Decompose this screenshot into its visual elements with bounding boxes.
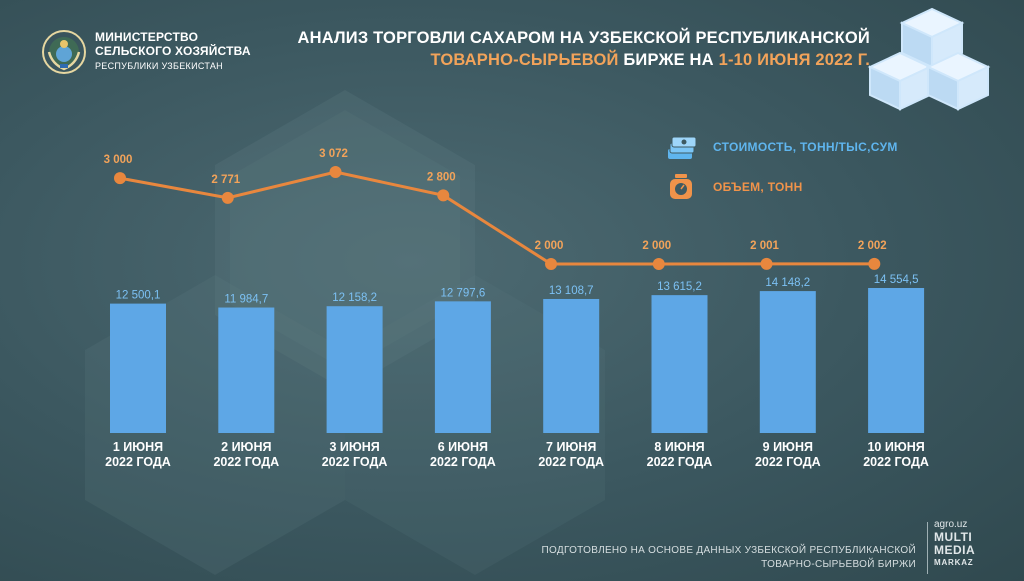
legend-volume: ОБЪЕМ, ТОНН (666, 172, 802, 207)
bar-4 (434, 301, 491, 433)
x-tick-label-3: 3 ИЮНЯ (329, 440, 379, 454)
x-tick-label-5: 7 ИЮНЯ (546, 440, 596, 454)
bar-value-label-7: 14 148,2 (765, 277, 810, 289)
weighing-scale-icon (670, 174, 692, 199)
x-tick-label-8: 10 ИЮНЯ (867, 440, 924, 454)
brand-media: MEDIA (934, 543, 976, 557)
bar-2 (218, 307, 275, 433)
ministry-name: МИНИСТЕРСТВО СЕЛЬСКОГО ХОЗЯЙСТВА РЕСПУБЛ… (95, 30, 251, 73)
x-tick-year-label-2: 2022 ГОДА (213, 455, 279, 469)
bar-8 (868, 288, 925, 433)
brand-multi: MULTI (934, 530, 973, 544)
volume-value-label-4: 2 800 (427, 171, 456, 183)
volume-value-label-7: 2 001 (750, 240, 779, 252)
x-tick-label-1: 1 ИЮНЯ (113, 440, 163, 454)
money-stack-icon (668, 136, 697, 159)
volume-value-label-2: 2 771 (211, 174, 240, 186)
x-tick-year-label-5: 2022 ГОДА (538, 455, 604, 469)
sugar-cubes-icon (867, 7, 991, 111)
x-tick-year-label-3: 2022 ГОДА (322, 455, 388, 469)
x-tick-label-6: 8 ИЮНЯ (654, 440, 704, 454)
legend-volume-label: ОБЪЕМ, ТОНН (713, 180, 803, 194)
volume-point-7 (760, 257, 773, 270)
bar-value-label-6: 13 615,2 (657, 281, 702, 293)
volume-point-5 (545, 258, 558, 270)
bar-1 (110, 303, 166, 433)
title-line1: АНАЛИЗ ТОРГОВЛИ САХАРОМ НА УЗБЕКСКОЙ РЕС… (297, 29, 870, 47)
bar-6 (651, 295, 708, 433)
x-tick-year-label-8: 2022 ГОДА (863, 455, 929, 469)
legend-cost: СТОИМОСТЬ, ТОНН/ТЫС,СУМ (666, 135, 897, 168)
x-tick-label-4: 6 ИЮНЯ (438, 440, 488, 454)
ministry-line3: РЕСПУБЛИКИ УЗБЕКИСТАН (95, 61, 223, 71)
ministry-emblem-icon (42, 30, 86, 74)
volume-point-4 (437, 189, 450, 202)
legend-cost-label: СТОИМОСТЬ, ТОНН/ТЫС,СУМ (713, 140, 898, 154)
volume-value-label-5: 2 000 (535, 240, 564, 252)
brand-divider (927, 522, 928, 574)
source-line1: ПОДГОТОВЛЕНО НА ОСНОВЕ ДАННЫХ УЗБЕКСКОЙ … (541, 545, 916, 556)
volume-point-1 (114, 172, 126, 185)
bar-value-label-8: 14 554,5 (874, 274, 919, 286)
volume-point-3 (329, 166, 342, 178)
title-dates: 1-10 ИЮНЯ 2022 Г. (718, 51, 870, 69)
volume-value-label-3: 3 072 (319, 148, 348, 160)
title-line2: ТОВАРНО-СЫРЬЕВОЙ БИРЖЕ НА 1-10 ИЮНЯ 2022… (230, 49, 870, 71)
brand-markaz: MARKAZ (934, 558, 974, 567)
x-tick-year-label-6: 2022 ГОДА (647, 455, 713, 469)
volume-point-2 (221, 191, 234, 204)
bar-value-label-1: 12 500,1 (116, 290, 161, 302)
x-tick-year-label-7: 2022 ГОДА (755, 455, 821, 469)
chart-title: АНАЛИЗ ТОРГОВЛИ САХАРОМ НА УЗБЕКСКОЙ РЕС… (230, 27, 870, 71)
volume-value-label-8: 2 002 (858, 240, 887, 252)
bar-5 (543, 298, 600, 433)
brand-site: agro.uz (934, 519, 968, 530)
volume-value-label-1: 3 000 (104, 154, 133, 166)
x-tick-label-7: 9 ИЮНЯ (763, 440, 813, 454)
bar-3 (326, 306, 383, 433)
ministry-line1: МИНИСТЕРСТВО (95, 30, 199, 44)
volume-point-8 (868, 257, 881, 270)
volume-point-6 (652, 258, 665, 270)
brand-logo: agro.uz MULTI MEDIA MARKAZ (934, 519, 975, 568)
bar-value-label-5: 13 108,7 (549, 285, 594, 297)
bar-value-label-2: 11 984,7 (224, 294, 268, 306)
volume-line (119, 170, 875, 266)
volume-value-label-6: 2 000 (642, 240, 671, 252)
bar-7 (759, 291, 816, 433)
ministry-line2: СЕЛЬСКОГО ХОЗЯЙСТВА (95, 44, 251, 58)
source-note: ПОДГОТОВЛЕНО НА ОСНОВЕ ДАННЫХ УЗБЕКСКОЙ … (542, 544, 916, 572)
title-middle: БИРЖЕ НА (618, 51, 719, 69)
bar-value-label-4: 12 797,6 (441, 287, 486, 299)
x-tick-year-label-4: 2022 ГОДА (430, 455, 496, 469)
title-exchange-name: ТОВАРНО-СЫРЬЕВОЙ (430, 51, 619, 69)
x-tick-label-2: 2 ИЮНЯ (221, 440, 271, 454)
x-tick-year-label-1: 2022 ГОДА (105, 455, 171, 469)
source-line2: ТОВАРНО-СЫРЬЕВОЙ БИРЖИ (761, 559, 916, 570)
bar-value-label-3: 12 158,2 (332, 292, 377, 304)
